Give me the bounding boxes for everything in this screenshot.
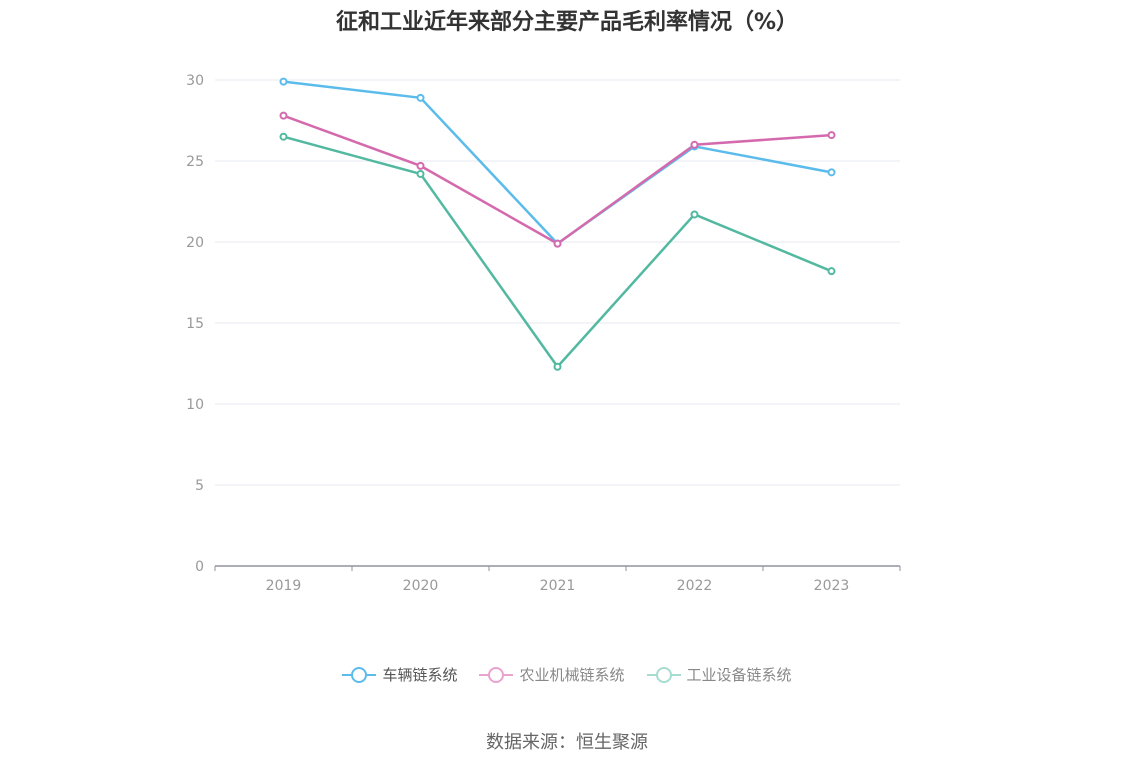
x-tick-label: 2020: [403, 578, 439, 594]
legend-item-industrial-chain[interactable]: 工业设备链系统: [646, 664, 792, 685]
series-line-2: [283, 135, 832, 368]
series-line-0: [283, 80, 832, 245]
x-tick-label: 2021: [540, 578, 576, 594]
data-point-1-4: [827, 131, 836, 140]
legend-item-agri-chain[interactable]: 农业机械链系统: [479, 664, 625, 685]
legend-label: 工业设备链系统: [686, 666, 792, 684]
legend-marker-icon: [479, 665, 514, 685]
data-point-1-2: [553, 239, 562, 248]
data-point-2-0: [279, 132, 288, 141]
series-lines: [283, 80, 832, 368]
data-source: 数据来源：恒生聚源: [486, 732, 648, 753]
legend-marker-icon: [646, 665, 681, 685]
x-tick-label: 2022: [677, 578, 713, 594]
data-point-2-4: [827, 267, 836, 276]
y-tick-label: 20: [186, 235, 204, 251]
y-tick-label: 0: [195, 559, 204, 575]
grid-lines: [215, 79, 900, 486]
legend-label: 车辆链系统: [382, 666, 458, 684]
data-point-1-3: [690, 140, 699, 149]
y-tick-label: 30: [186, 73, 204, 89]
series-line-1: [283, 114, 832, 245]
data-point-2-1: [416, 169, 425, 178]
y-tick-label: 5: [195, 478, 204, 494]
y-tick-label: 10: [186, 397, 204, 413]
legend-item-vehicle-chain[interactable]: 车辆链系统: [342, 664, 457, 685]
data-point-0-0: [279, 77, 288, 86]
data-points: [279, 77, 836, 371]
data-point-1-1: [416, 161, 425, 170]
legend-label: 农业机械链系统: [519, 666, 625, 684]
x-tick-label: 2023: [814, 578, 850, 594]
x-tick-label: 2019: [266, 578, 302, 594]
chart-title: 征和工业近年来部分主要产品毛利率情况（%）: [335, 10, 799, 35]
legend-marker-icon: [342, 665, 377, 685]
data-point-2-3: [690, 210, 699, 219]
y-tick-label: 25: [186, 154, 204, 170]
data-point-0-1: [416, 93, 425, 102]
data-point-0-4: [827, 168, 836, 177]
legend: 车辆链系统 农业机械链系统 工业设备链系统: [0, 664, 1134, 685]
y-tick-label: 15: [186, 316, 204, 332]
data-point-2-2: [553, 362, 562, 371]
data-point-1-0: [279, 111, 288, 120]
axes: 0 5 10 15 20 25 30 2019 2020 2021 2022 2023: [186, 73, 901, 594]
